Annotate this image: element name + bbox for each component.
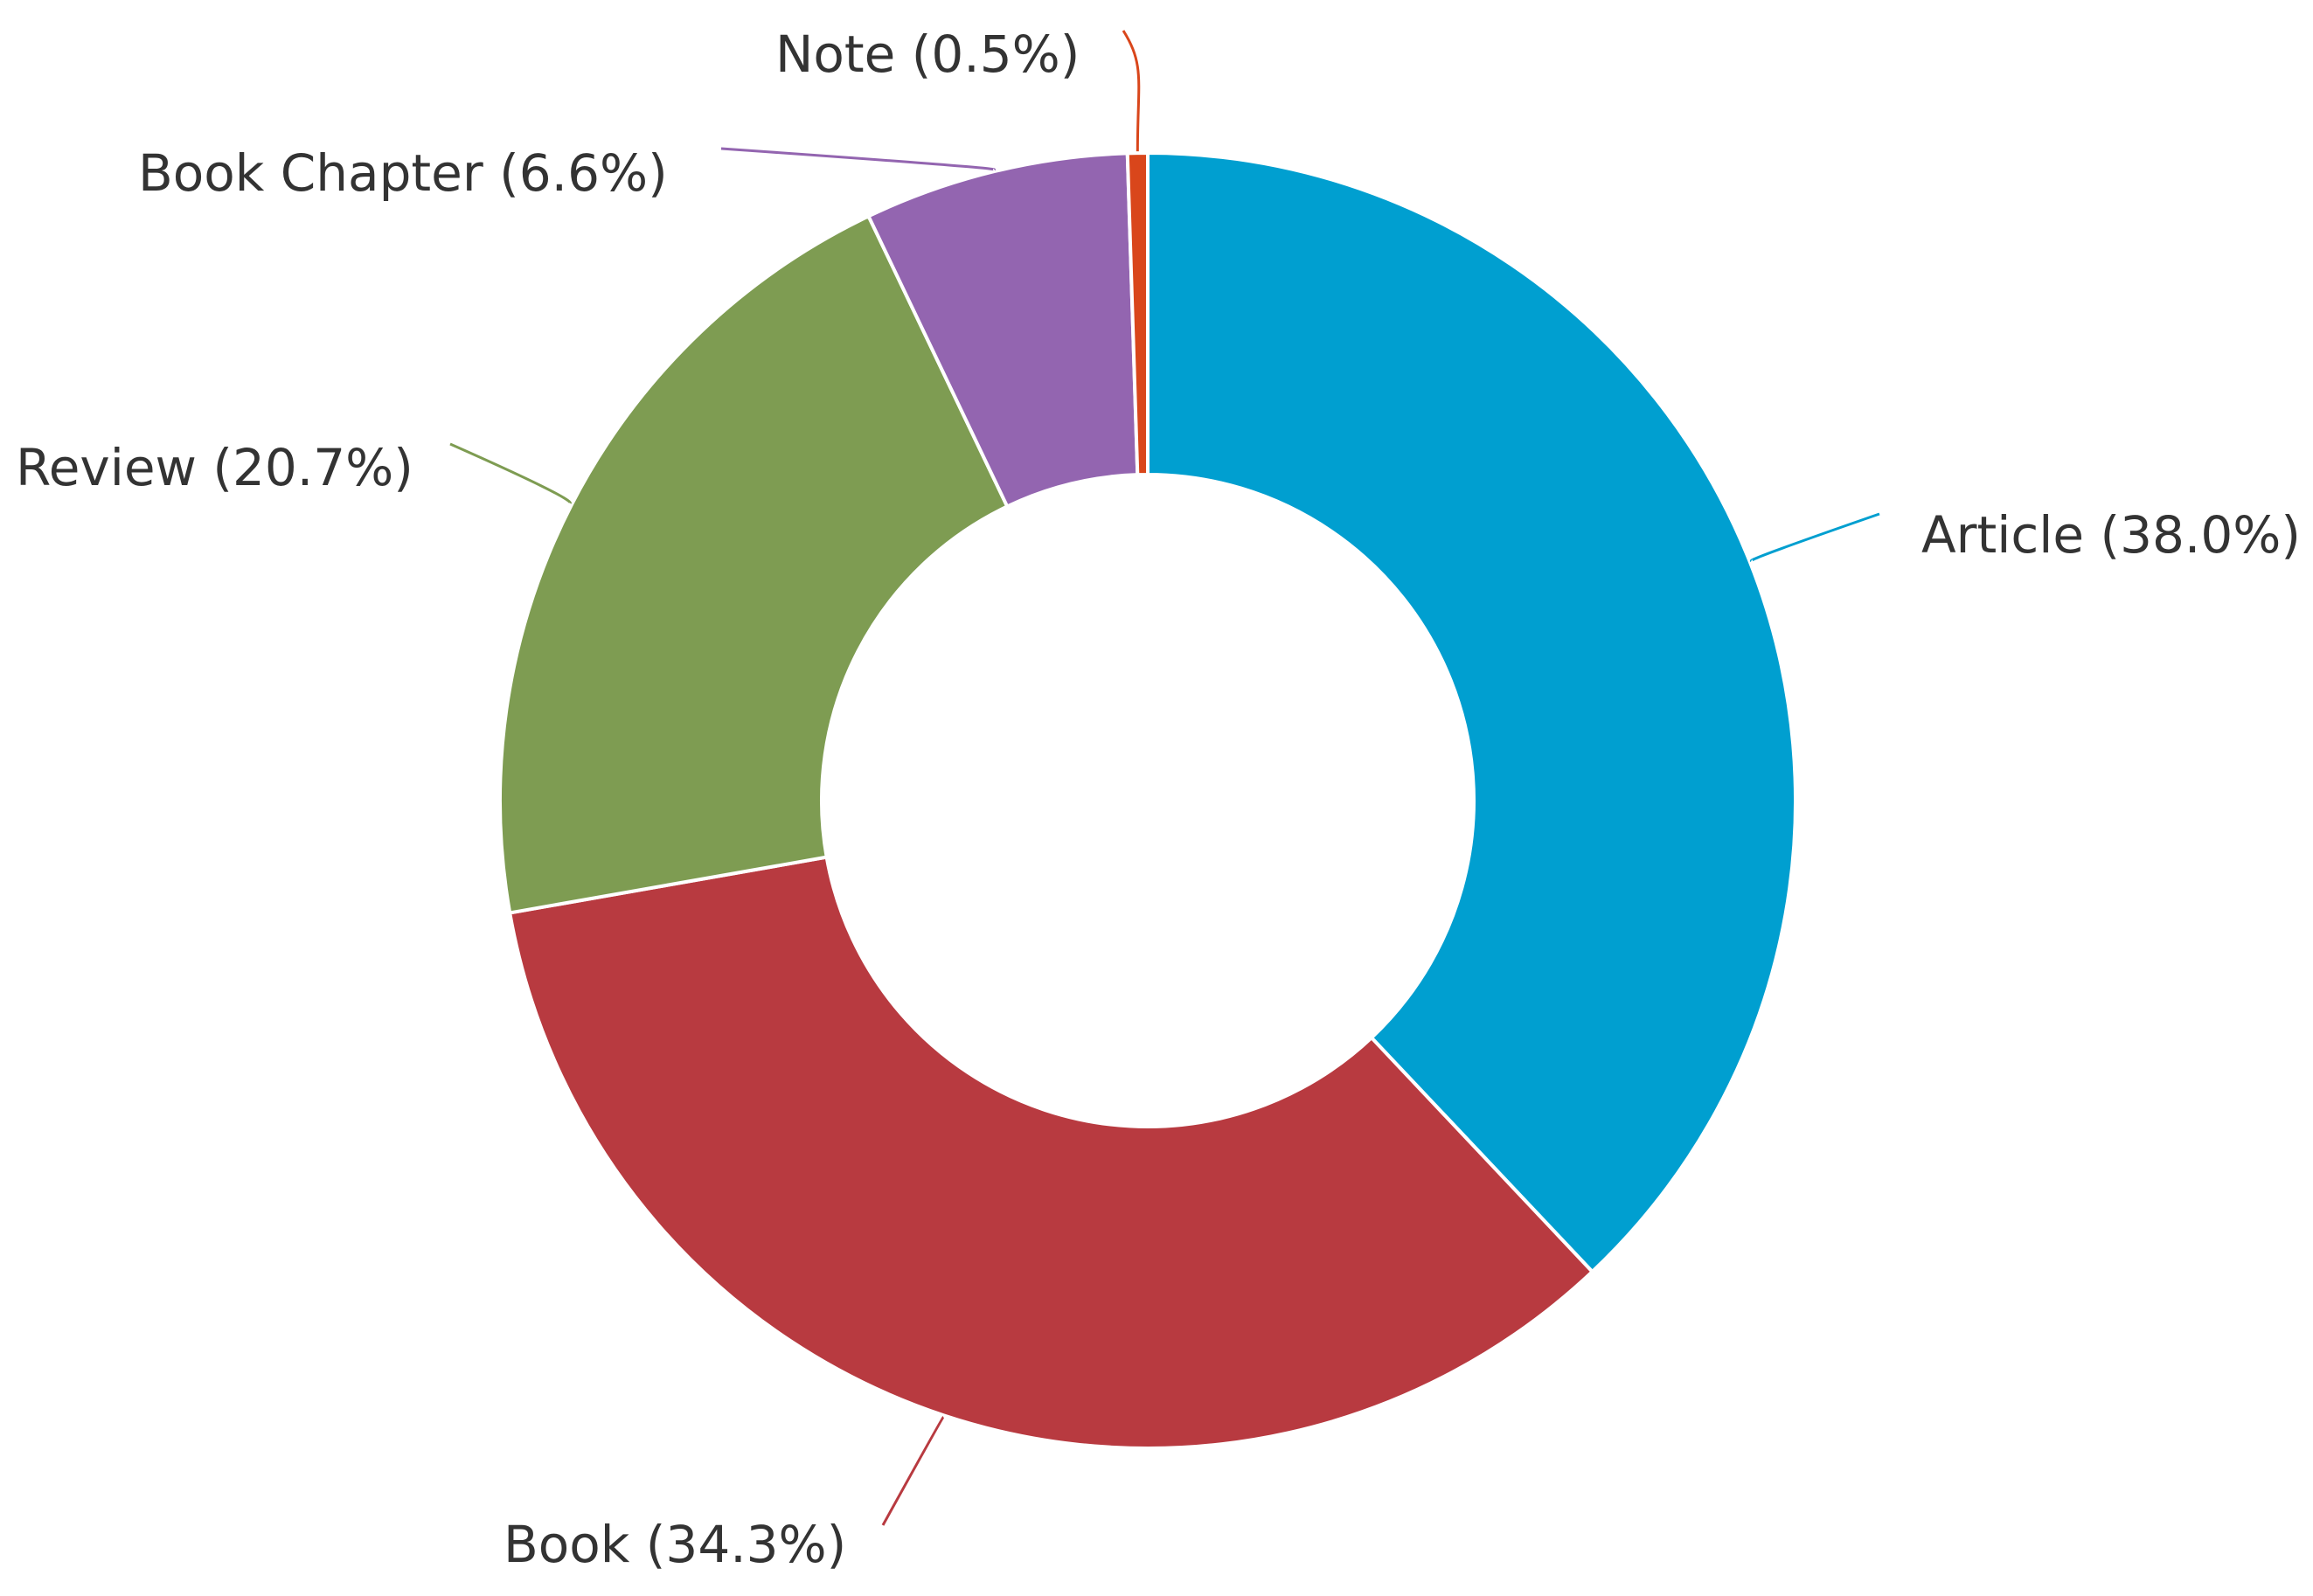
label-note: Note (0.5%) — [775, 24, 1080, 84]
slice-book[interactable] — [507, 855, 1595, 1450]
slice-review[interactable] — [498, 213, 1010, 915]
leader-lines — [449, 30, 1880, 1526]
slice-labels: Article (38.0%) Book (34.3%) Review (20.7%… — [16, 24, 2301, 1574]
label-book: Book (34.3%) — [504, 1515, 846, 1574]
leader-line-book — [881, 1415, 945, 1526]
slice-article[interactable] — [1146, 150, 1797, 1274]
leader-line-note — [1122, 30, 1141, 152]
label-book-chapter: Book Chapter (6.6%) — [138, 143, 668, 203]
slice-note[interactable] — [1125, 150, 1150, 477]
donut-slices — [498, 150, 1797, 1450]
label-review: Review (20.7%) — [16, 438, 413, 497]
leader-line-review — [449, 442, 572, 505]
label-article: Article (38.0%) — [1921, 505, 2301, 565]
leader-line-book-chapter — [720, 147, 996, 171]
leader-line-article — [1749, 512, 1880, 563]
